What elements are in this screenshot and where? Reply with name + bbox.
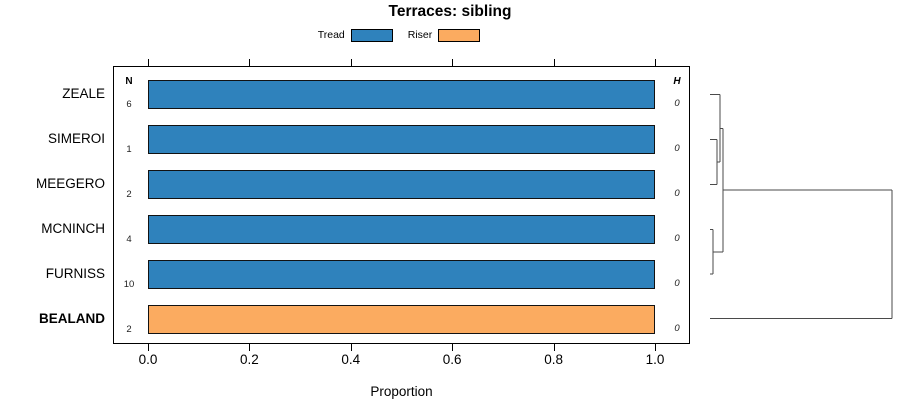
x-tick-label: 1.0: [645, 352, 665, 367]
x-tick-top: [553, 59, 555, 66]
x-tick-bottom: [350, 344, 352, 351]
n-value-mcninch: 4: [126, 234, 132, 245]
x-tick-bottom: [148, 344, 149, 351]
n-value-simeroi: 1: [126, 144, 132, 155]
n-value-meegero: 2: [126, 189, 132, 200]
x-tick-label: 0.0: [138, 352, 158, 367]
x-tick-top: [350, 59, 352, 66]
row-label-furniss: FURNISS: [45, 266, 105, 281]
h-value-simeroi: 0: [674, 143, 680, 154]
n-value-bealand: 2: [126, 324, 132, 335]
bar-mcninch: [148, 214, 655, 244]
legend-label: Riser: [407, 29, 433, 41]
x-tick-top: [655, 59, 656, 66]
bar-meegero: [148, 169, 655, 199]
h-value-furniss: 0: [674, 278, 680, 289]
h-value-zeale: 0: [674, 98, 680, 109]
x-tick-top: [452, 59, 454, 66]
x-axis-label: Proportion: [370, 384, 433, 399]
n-value-zeale: 6: [126, 99, 132, 110]
legend-item-riser: Riser: [407, 28, 481, 42]
n-column-header: N: [125, 76, 133, 87]
legend-label: Tread: [317, 29, 345, 41]
plot-frame: [113, 66, 690, 344]
h-column-header: H: [673, 76, 681, 87]
x-tick-bottom: [249, 344, 251, 351]
h-value-bealand: 0: [674, 323, 680, 334]
x-tick-bottom: [553, 344, 555, 351]
x-tick-label: 0.6: [442, 352, 462, 367]
row-label-bealand: BEALAND: [39, 311, 105, 326]
x-tick-bottom: [655, 344, 656, 351]
legend-item-tread: Tread: [317, 28, 393, 42]
bar-bealand: [148, 304, 655, 334]
legend: Tread Riser: [0, 27, 798, 43]
x-tick-top: [249, 59, 251, 66]
x-tick-top: [148, 59, 149, 66]
h-value-meegero: 0: [674, 188, 680, 199]
row-label-meegero: MEEGERO: [35, 176, 105, 191]
legend-swatch-riser: [438, 28, 481, 42]
n-value-furniss: 10: [123, 279, 135, 290]
x-tick-label: 0.2: [240, 352, 259, 367]
x-tick-label: 0.8: [544, 352, 563, 367]
row-label-zeale: ZEALE: [62, 86, 105, 101]
bar-zeale: [148, 79, 655, 109]
x-tick-label: 0.4: [341, 352, 361, 367]
row-label-mcninch: MCNINCH: [41, 221, 105, 236]
x-tick-bottom: [452, 344, 454, 351]
chart-title: Terraces: sibling: [388, 3, 512, 20]
row-label-simeroi: SIMEROI: [47, 131, 105, 146]
legend-swatch-tread: [350, 28, 393, 42]
h-value-mcninch: 0: [674, 233, 680, 244]
bar-simeroi: [148, 124, 655, 154]
bar-furniss: [148, 259, 655, 289]
